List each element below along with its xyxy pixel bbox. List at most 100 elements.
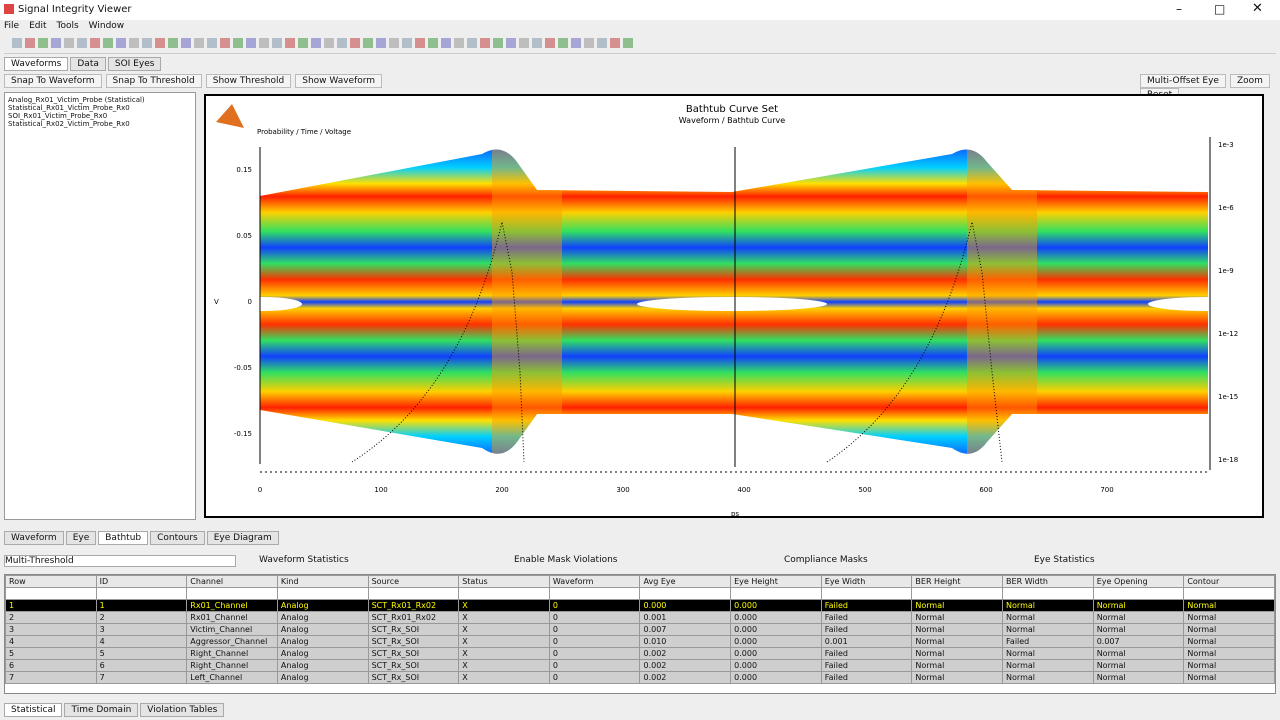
tool-button[interactable] bbox=[207, 38, 217, 48]
tool-button[interactable] bbox=[597, 38, 607, 48]
tool-button[interactable] bbox=[506, 38, 516, 48]
filter-cell[interactable] bbox=[186, 587, 278, 600]
tool-button[interactable] bbox=[38, 38, 48, 48]
tool-button[interactable] bbox=[77, 38, 87, 48]
filter-cell[interactable] bbox=[276, 587, 369, 600]
column-header[interactable]: Status bbox=[458, 575, 550, 588]
list-item[interactable]: Statistical_Rx01_Victim_Probe_Rx0 bbox=[8, 104, 130, 112]
tool-button[interactable] bbox=[259, 38, 269, 48]
filter-cell[interactable] bbox=[548, 587, 641, 600]
tab[interactable]: Data bbox=[70, 57, 106, 71]
tool-button[interactable] bbox=[584, 38, 594, 48]
filter-cell[interactable] bbox=[367, 587, 460, 600]
option-button[interactable]: Snap To Waveform bbox=[4, 74, 102, 88]
option-button[interactable]: Snap To Threshold bbox=[105, 74, 202, 88]
column-header[interactable]: BER Height bbox=[911, 575, 1004, 588]
tab[interactable]: Bathtub bbox=[98, 531, 149, 545]
option-button[interactable]: Multi-Offset Eye bbox=[1140, 74, 1226, 88]
tool-button[interactable] bbox=[168, 38, 178, 48]
column-header[interactable]: Kind bbox=[276, 575, 369, 588]
tool-button[interactable] bbox=[129, 38, 139, 48]
filter-cell[interactable] bbox=[1183, 587, 1275, 600]
tool-button[interactable] bbox=[103, 38, 113, 48]
tab[interactable]: Eye bbox=[65, 531, 97, 545]
tab[interactable]: SOI Eyes bbox=[107, 57, 162, 71]
tool-button[interactable] bbox=[350, 38, 360, 48]
tab[interactable]: Statistical bbox=[4, 703, 63, 717]
tool-button[interactable] bbox=[402, 38, 412, 48]
filter-cell[interactable] bbox=[5, 587, 97, 600]
tool-button[interactable] bbox=[532, 38, 542, 48]
tool-button[interactable] bbox=[324, 38, 334, 48]
tool-button[interactable] bbox=[51, 38, 61, 48]
tool-button[interactable] bbox=[142, 38, 152, 48]
filter-cell[interactable] bbox=[820, 587, 913, 600]
option-button[interactable]: Show Threshold bbox=[205, 74, 292, 88]
column-header[interactable]: ID bbox=[95, 575, 188, 588]
tool-button[interactable] bbox=[233, 38, 243, 48]
tab[interactable]: Violation Tables bbox=[140, 703, 225, 717]
column-header[interactable]: Waveform bbox=[548, 575, 641, 588]
close[interactable]: ✕ bbox=[1252, 1, 1263, 16]
table-row[interactable]: 2 2 Rx01_Channel Analog SCT_Rx01_Rx02 X 0 0.001… bbox=[5, 611, 1275, 624]
column-header[interactable]: Contour bbox=[1183, 575, 1275, 588]
table-row[interactable]: 1 1 Rx01_Channel Analog SCT_Rx01_Rx02 X 0 0.000… bbox=[5, 599, 1275, 612]
tool-button[interactable] bbox=[337, 38, 347, 48]
maximize[interactable]: □ bbox=[1214, 2, 1226, 16]
table-row[interactable]: 3 3 Victim_Channel Analog SCT_Rx_SOI X 0 0.007 0… bbox=[5, 623, 1275, 636]
tool-button[interactable] bbox=[428, 38, 438, 48]
list-item[interactable]: SOI_Rx01_Victim_Probe_Rx0 bbox=[8, 112, 108, 120]
column-header[interactable]: BER Width bbox=[1002, 575, 1094, 588]
tool-button[interactable] bbox=[64, 38, 74, 48]
tool-button[interactable] bbox=[25, 38, 35, 48]
filter-cell[interactable] bbox=[730, 587, 822, 600]
threshold-select[interactable]: Multi-Threshold bbox=[4, 555, 236, 567]
tool-button[interactable] bbox=[285, 38, 295, 48]
tool-button[interactable] bbox=[415, 38, 425, 48]
table-row[interactable]: 5 5 Right_Channel Analog SCT_Rx_SOI X 0 0.002 0.… bbox=[5, 647, 1275, 660]
column-header[interactable]: Avg Eye bbox=[639, 575, 732, 588]
menu-item[interactable]: Window bbox=[88, 21, 125, 31]
table-row[interactable]: 7 7 Left_Channel Analog SCT_Rx_SOI X 0 0.002 0.0… bbox=[5, 671, 1275, 684]
menu-item[interactable]: File bbox=[4, 21, 20, 31]
tool-button[interactable] bbox=[610, 38, 620, 48]
tab[interactable]: Waveform bbox=[4, 531, 64, 545]
tool-button[interactable] bbox=[272, 38, 282, 48]
tool-button[interactable] bbox=[545, 38, 555, 48]
option-button[interactable]: Zoom bbox=[1229, 74, 1270, 88]
tool-button[interactable] bbox=[181, 38, 191, 48]
column-header[interactable]: Source bbox=[367, 575, 460, 588]
minimize[interactable]: – bbox=[1176, 2, 1182, 16]
tool-button[interactable] bbox=[558, 38, 568, 48]
filter-cell[interactable] bbox=[639, 587, 732, 600]
tool-button[interactable] bbox=[155, 38, 165, 48]
tool-button[interactable] bbox=[454, 38, 464, 48]
tool-button[interactable] bbox=[90, 38, 100, 48]
tool-button[interactable] bbox=[623, 38, 633, 48]
column-header[interactable]: Row bbox=[5, 575, 97, 588]
column-header[interactable]: Channel bbox=[186, 575, 278, 588]
tab[interactable]: Eye Diagram bbox=[206, 531, 279, 545]
tab[interactable]: Waveforms bbox=[4, 57, 69, 71]
tool-button[interactable] bbox=[389, 38, 399, 48]
tool-button[interactable] bbox=[519, 38, 529, 48]
tool-button[interactable] bbox=[376, 38, 386, 48]
tool-button[interactable] bbox=[441, 38, 451, 48]
mask-checkbox[interactable]: Enable Mask Violations bbox=[514, 555, 618, 565]
column-header[interactable]: Eye Opening bbox=[1092, 575, 1185, 588]
tool-button[interactable] bbox=[311, 38, 321, 48]
filter-cell[interactable] bbox=[95, 587, 188, 600]
column-header[interactable]: Eye Width bbox=[820, 575, 913, 588]
tool-button[interactable] bbox=[493, 38, 503, 48]
tool-button[interactable] bbox=[298, 38, 308, 48]
table-row[interactable]: 4 4 Aggressor_Channel Analog SCT_Rx_SOI X 0 0.0… bbox=[5, 635, 1275, 648]
filter-cell[interactable] bbox=[458, 587, 550, 600]
filter-cell[interactable] bbox=[1002, 587, 1094, 600]
column-header[interactable]: Eye Height bbox=[730, 575, 822, 588]
tool-button[interactable] bbox=[194, 38, 204, 48]
tool-button[interactable] bbox=[571, 38, 581, 48]
tab[interactable]: Contours bbox=[150, 531, 205, 545]
list-item[interactable]: Analog_Rx01_Victim_Probe (Statistical) bbox=[8, 96, 145, 104]
tab[interactable]: Time Domain bbox=[64, 703, 139, 717]
tool-button[interactable] bbox=[480, 38, 490, 48]
